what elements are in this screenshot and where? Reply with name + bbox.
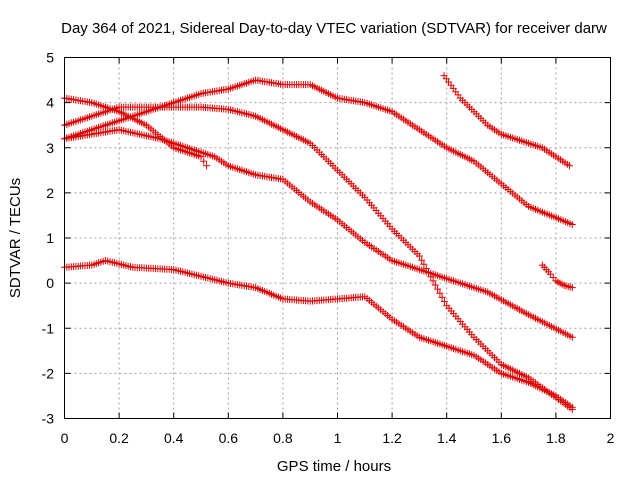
x-tick-label: 1	[334, 430, 342, 446]
x-tick-label: 1.8	[546, 430, 566, 446]
y-tick-label: 2	[46, 185, 54, 201]
x-tick-label: 2	[607, 430, 615, 446]
y-tick-label: 0	[46, 275, 54, 291]
x-tick-label: 0.6	[219, 430, 239, 446]
y-tick-label: 5	[46, 50, 54, 66]
x-axis-label: GPS time / hours	[277, 458, 391, 475]
y-tick-label: 3	[46, 140, 54, 156]
y-tick-label: -1	[42, 320, 55, 336]
x-tick-label: 1.2	[382, 430, 402, 446]
x-tick-label: 0.4	[164, 430, 184, 446]
data-point-markers	[538, 261, 576, 292]
series-sat-g	[538, 261, 576, 292]
data-point-markers	[440, 72, 573, 170]
y-tick-label: -2	[42, 365, 55, 381]
x-tick-label: 1.6	[492, 430, 512, 446]
y-tick-label: 4	[46, 95, 54, 111]
plot-frame	[64, 57, 611, 419]
y-tick-labels: -3 -2 -1 0 1 2 3 4 5	[42, 50, 55, 427]
grid	[64, 57, 611, 419]
y-tick-label: -3	[42, 411, 55, 427]
x-tick-label: 0	[61, 430, 69, 446]
x-tick-label: 0.2	[109, 430, 129, 446]
x-tick-label: 1.4	[437, 430, 457, 446]
y-axis-label: SDTVAR / TECUs	[7, 178, 24, 298]
x-tick-labels: 0 0.2 0.4 0.6 0.8 1 1.2 1.4 1.6 1.8 2	[61, 430, 615, 446]
y-tick-label: 1	[46, 230, 54, 246]
series-sat-f	[440, 72, 573, 170]
chart-title: Day 364 of 2021, Sidereal Day-to-day VTE…	[61, 20, 607, 37]
x-tick-label: 0.8	[273, 430, 293, 446]
